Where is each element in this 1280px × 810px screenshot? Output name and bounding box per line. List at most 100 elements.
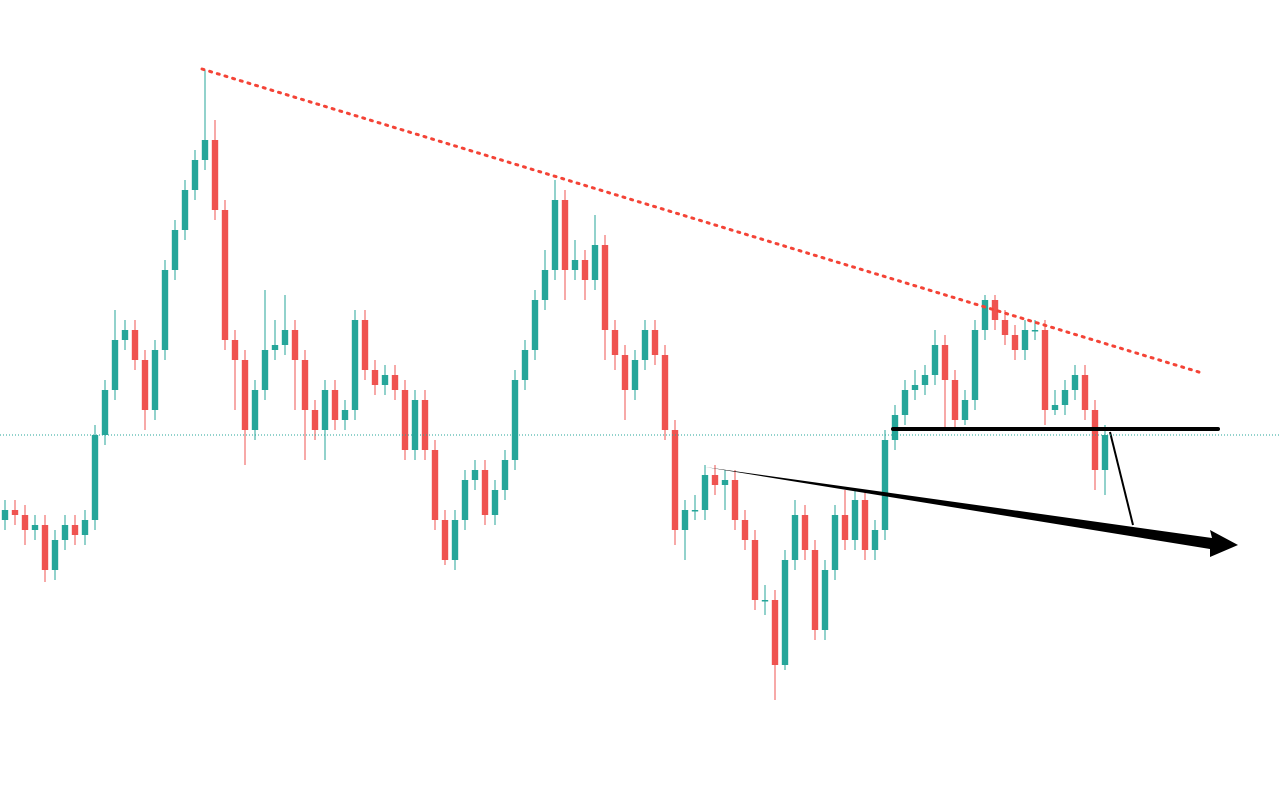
candle-body	[611, 330, 619, 355]
candle-body	[571, 260, 579, 270]
candle-body	[301, 360, 309, 410]
candle-body	[271, 345, 279, 350]
candle-body	[541, 270, 549, 300]
candle-body	[1081, 375, 1089, 410]
candle-body	[781, 560, 789, 665]
candle-body	[801, 515, 809, 550]
candle-body	[621, 355, 629, 390]
candle-body	[681, 510, 689, 530]
candle-body	[431, 450, 439, 520]
candle-body	[331, 390, 339, 420]
candle-body	[1071, 375, 1079, 390]
candle-body	[551, 200, 559, 270]
candle-body	[851, 500, 859, 540]
candle-body	[371, 370, 379, 385]
candle-body	[211, 140, 219, 210]
candle-body	[201, 140, 209, 160]
candles	[1, 70, 1109, 700]
candle-body	[641, 330, 649, 360]
candle-body	[311, 410, 319, 430]
candle-body	[451, 520, 459, 560]
candle-body	[121, 330, 129, 340]
candle-body	[581, 260, 589, 280]
candle-body	[981, 300, 989, 330]
candle-body	[971, 330, 979, 400]
candle-body	[901, 390, 909, 415]
projection-leg	[1109, 431, 1134, 526]
candle-body	[791, 515, 799, 560]
candle-body	[141, 360, 149, 410]
candle-body	[731, 480, 739, 520]
candle-body	[161, 270, 169, 350]
candle-body	[811, 550, 819, 630]
candle-body	[481, 470, 489, 515]
candle-body	[841, 515, 849, 540]
candle-body	[911, 385, 919, 390]
candle-body	[131, 330, 139, 360]
candle-body	[61, 525, 69, 540]
candle-body	[931, 345, 939, 375]
candle-body	[471, 470, 479, 480]
candle-body	[531, 300, 539, 350]
candle-body	[951, 380, 959, 420]
candle-body	[521, 350, 529, 380]
candle-body	[381, 375, 389, 385]
candle-body	[51, 540, 59, 570]
candle-body	[251, 390, 259, 430]
candle-body	[391, 375, 399, 390]
candle-body	[651, 330, 659, 355]
candle-body	[221, 210, 229, 340]
candle-body	[71, 525, 79, 535]
candle-body	[751, 540, 759, 600]
candle-body	[941, 345, 949, 380]
candle-body	[41, 525, 49, 570]
candle-body	[411, 400, 419, 450]
candle-body	[241, 360, 249, 430]
candle-body	[1041, 330, 1049, 410]
candle-body	[501, 460, 509, 490]
candle-body	[661, 355, 669, 430]
candle-body	[1061, 390, 1069, 405]
candle-body	[821, 570, 829, 630]
candle-body	[1091, 410, 1099, 470]
candle-body	[191, 160, 199, 190]
candle-body	[1051, 405, 1059, 410]
candle-body	[711, 475, 719, 485]
candle-body	[601, 245, 609, 330]
candle-body	[921, 375, 929, 385]
candle-body	[401, 390, 409, 450]
candle-body	[721, 480, 729, 485]
candle-body	[21, 515, 29, 530]
candle-body	[441, 520, 449, 560]
candle-body	[421, 400, 429, 450]
candle-body	[351, 320, 359, 410]
candle-body	[151, 350, 159, 410]
candle-body	[591, 245, 599, 280]
candle-body	[831, 515, 839, 570]
candle-body	[761, 600, 769, 602]
candle-body	[31, 525, 39, 530]
candle-body	[631, 360, 639, 390]
candle-body	[671, 430, 679, 530]
candle-body	[461, 480, 469, 520]
candle-body	[1021, 330, 1029, 350]
candle-body	[771, 600, 779, 665]
candle-body	[1101, 435, 1109, 470]
candle-body	[361, 320, 369, 370]
candle-body	[881, 440, 889, 530]
candle-body	[701, 475, 709, 510]
projection-arrow	[705, 467, 1238, 557]
candle-body	[491, 490, 499, 515]
candle-body	[181, 190, 189, 230]
candle-body	[1031, 330, 1039, 332]
resistance-trendline	[200, 67, 1204, 375]
candle-body	[1001, 320, 1009, 335]
candle-body	[691, 510, 699, 512]
candle-body	[291, 330, 299, 360]
candle-body	[91, 435, 99, 520]
candle-body	[111, 340, 119, 390]
candle-body	[741, 520, 749, 540]
candle-body	[511, 380, 519, 460]
